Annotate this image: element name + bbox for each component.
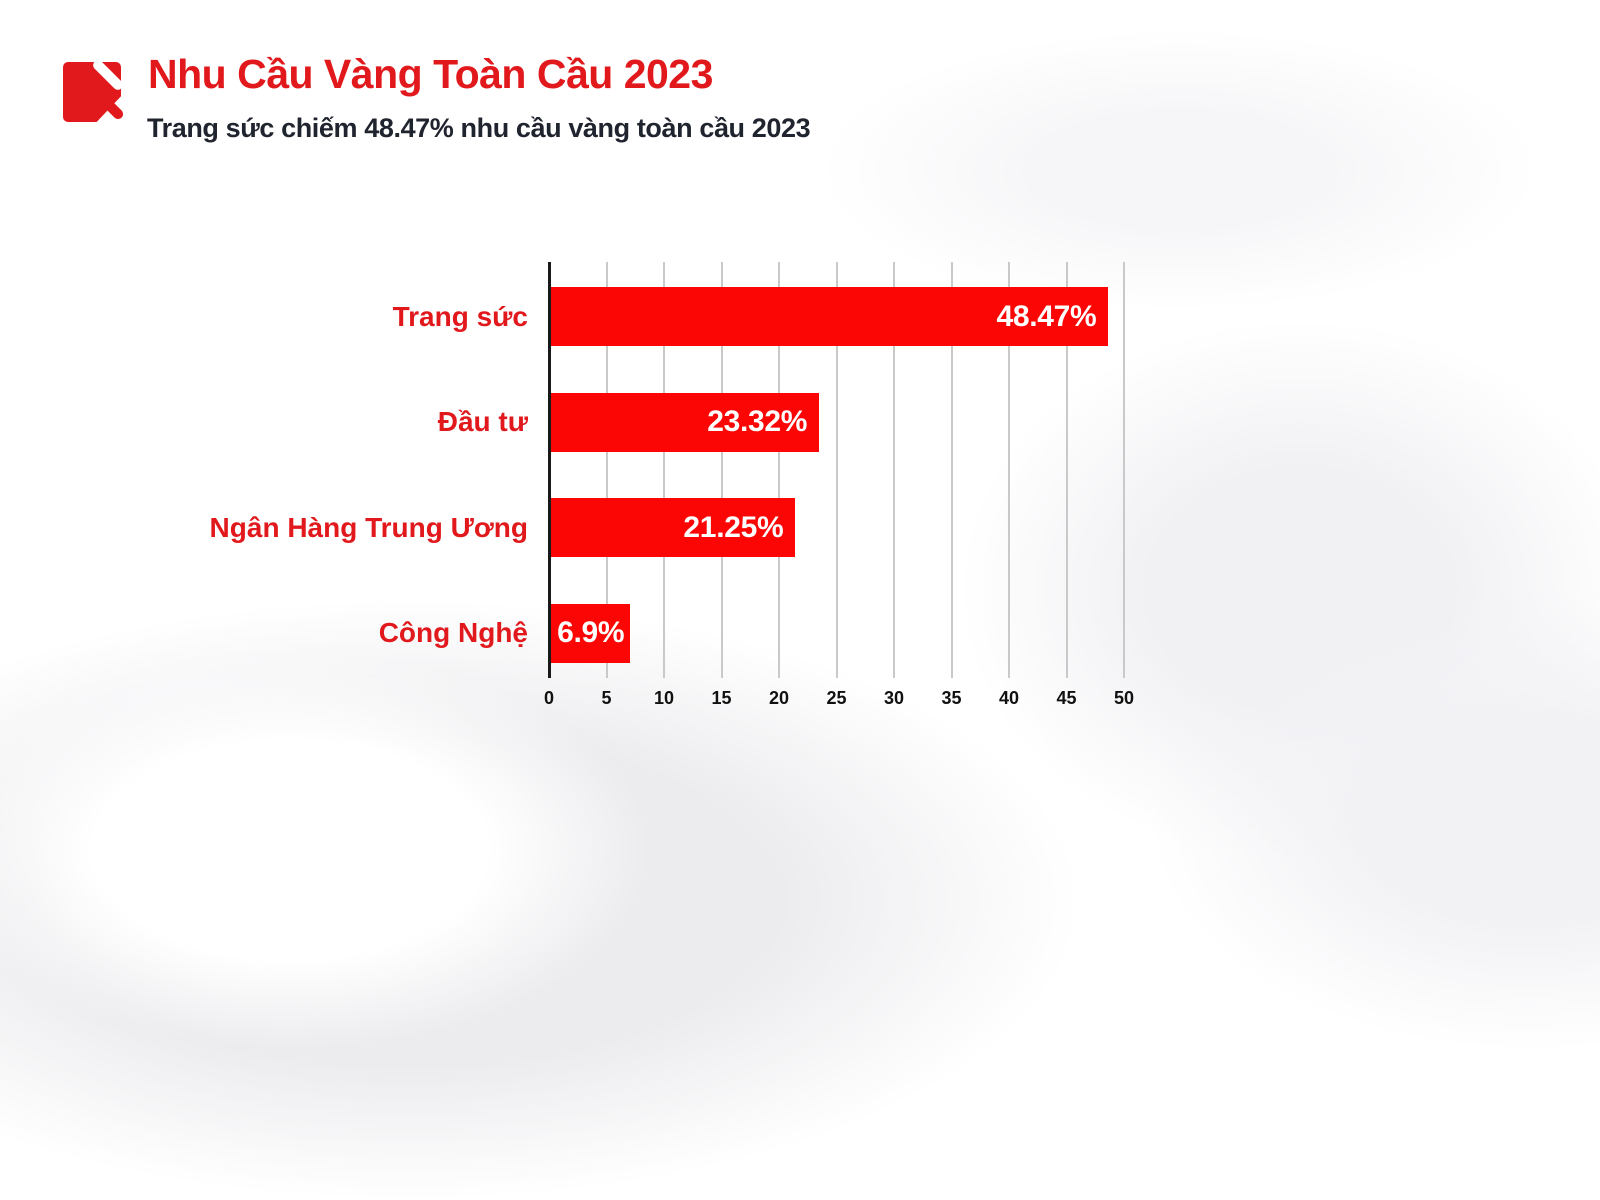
chart-bar: 48.47% <box>551 287 1109 346</box>
page-title: Nhu Cầu Vàng Toàn Cầu 2023 <box>148 51 713 97</box>
bar-value-label: 48.47% <box>996 299 1097 333</box>
x-tick-label: 40 <box>998 688 1020 708</box>
bar-value-label: 21.25% <box>683 510 784 544</box>
gridline <box>778 262 780 678</box>
chart-bar: 21.25% <box>551 498 796 557</box>
x-tick-label: 35 <box>941 688 962 708</box>
gridline <box>893 262 895 678</box>
chart-bar: 6.9% <box>551 603 631 663</box>
x-tick-label: 10 <box>653 688 675 708</box>
category-label: Công Nghệ <box>378 617 528 648</box>
gridline <box>1065 262 1068 678</box>
gridline <box>605 262 608 678</box>
page-root: { "page": { "background": "#ffffff" }, "… <box>0 30 1600 1200</box>
bar-chart: 0 5 10 15 20 25 30 35 40 45 50 Trang sức 48.47% Đầu t… <box>209 262 1135 708</box>
x-tick-label: 45 <box>1056 688 1077 708</box>
bar-value-label: 6.9% <box>557 616 625 649</box>
chart-bar: 23.32% <box>551 392 820 452</box>
gridline <box>835 262 838 678</box>
category-label: Ngân Hàng Trung Ương <box>209 511 528 543</box>
page-subtitle: Trang sức chiếm 48.47% nhu cầu vàng toàn… <box>147 113 811 143</box>
bar-value-label: 23.32% <box>707 405 808 438</box>
x-tick-label: 5 <box>601 688 612 708</box>
gridline <box>950 262 953 678</box>
gridline <box>663 262 665 678</box>
gridline <box>1123 262 1125 678</box>
x-tick-label: 30 <box>883 688 905 708</box>
x-tick-label: 25 <box>826 688 847 708</box>
gridline <box>720 262 723 678</box>
x-tick-label: 50 <box>1113 688 1135 708</box>
category-label: Đầu tư <box>437 406 528 437</box>
brand-logo-icon <box>63 58 126 122</box>
x-tick-label: 20 <box>768 688 790 708</box>
x-tick-label: 0 <box>543 688 554 708</box>
y-axis-line <box>548 262 551 678</box>
x-tick-label: 15 <box>711 688 732 708</box>
gridline <box>1008 262 1010 678</box>
category-label: Trang sức <box>392 300 528 332</box>
